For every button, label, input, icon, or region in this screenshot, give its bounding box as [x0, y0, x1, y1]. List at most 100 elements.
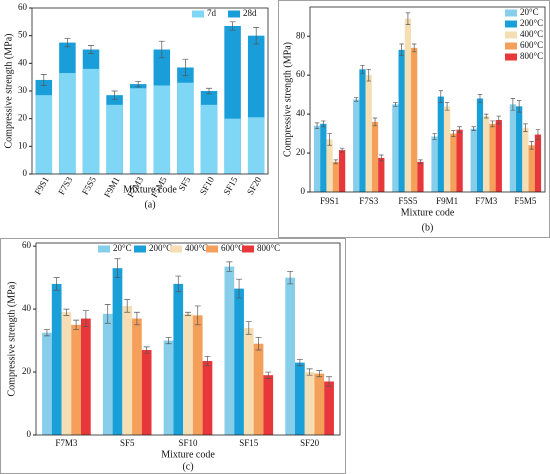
error-bar — [245, 321, 252, 335]
x-tick-label: F7S3 — [359, 196, 379, 206]
x-tick-label: SF15 — [239, 438, 259, 448]
error-bar — [477, 94, 483, 103]
error-bar — [63, 308, 70, 316]
legend-swatch — [206, 245, 218, 253]
x-tick-label: SF5 — [120, 438, 135, 448]
y-tick-label: 0 — [27, 429, 32, 439]
error-bar — [265, 371, 272, 379]
bar — [129, 88, 147, 174]
bar — [247, 117, 265, 174]
bar — [534, 134, 542, 192]
error-bar — [194, 305, 201, 326]
y-tick-label: 0 — [23, 168, 28, 178]
error-bar — [124, 299, 131, 313]
legend-swatch — [505, 9, 517, 17]
bar — [200, 104, 218, 174]
legend-label: 20°C — [520, 7, 539, 17]
bar — [398, 49, 405, 193]
bar — [365, 75, 372, 192]
bar — [450, 133, 457, 192]
x-tick-label: F9M1 — [102, 175, 122, 199]
error-bar — [229, 21, 236, 31]
x-tick-label: F5M5 — [514, 196, 537, 206]
bar — [456, 129, 463, 192]
error-bar — [354, 97, 359, 102]
error-bar — [327, 133, 332, 146]
x-tick-label: SF10 — [198, 175, 216, 197]
x-tick-label: SF20 — [245, 175, 263, 197]
legend-label: 400°C — [185, 243, 208, 253]
bar — [51, 283, 62, 435]
error-bar — [333, 159, 339, 165]
plot-frame — [31, 7, 269, 175]
error-bar — [405, 12, 411, 25]
y-tick-label: 40 — [18, 57, 28, 67]
error-bar — [457, 126, 462, 133]
legend-swatch — [242, 245, 254, 253]
y-tick-label: 60 — [296, 69, 306, 79]
plot-frame — [309, 6, 546, 193]
bar — [324, 381, 334, 435]
caption: (b) — [422, 222, 434, 233]
bar — [263, 375, 274, 435]
bar — [61, 312, 72, 435]
error-bar — [226, 261, 233, 272]
bar — [417, 161, 424, 192]
bar — [106, 104, 123, 174]
y-tick-label: 20 — [18, 113, 28, 123]
bar — [314, 373, 325, 435]
bar — [177, 82, 194, 174]
bar — [359, 69, 366, 192]
bar — [192, 315, 203, 435]
error-bar — [496, 115, 501, 125]
bar — [102, 313, 113, 435]
error-bar — [360, 65, 365, 74]
bar — [476, 98, 484, 192]
legend-swatch — [192, 10, 204, 18]
error-bar — [53, 277, 60, 291]
legend-swatch — [505, 42, 517, 50]
bar — [332, 161, 339, 192]
x-tick-label: F9S1 — [33, 175, 51, 196]
x-tick-label: F9S1 — [320, 196, 339, 206]
legend-label: 600°C — [520, 40, 543, 50]
legend-label: 400°C — [520, 29, 543, 39]
x-axis-label: Mixture code — [123, 184, 177, 195]
legend-swatch — [505, 20, 517, 28]
error-bar — [158, 40, 165, 59]
bar — [470, 128, 477, 192]
bar — [411, 47, 418, 192]
legend-swatch — [170, 245, 182, 253]
caption: (c) — [182, 461, 193, 472]
error-bar — [438, 90, 444, 103]
error-bar — [73, 319, 80, 330]
bar — [326, 139, 333, 192]
error-bar — [529, 141, 534, 150]
legend-swatch — [505, 53, 517, 61]
bar — [285, 277, 296, 435]
error-bar — [451, 130, 456, 137]
legend-label: 28d — [243, 8, 257, 18]
bar — [59, 73, 76, 174]
bar — [338, 150, 346, 192]
bar — [404, 18, 412, 193]
legend-label: 7d — [207, 8, 217, 18]
y-tick-label: 40 — [22, 303, 32, 313]
y-tick-label: 30 — [18, 85, 28, 95]
x-tick-label: SF10 — [178, 438, 198, 448]
bar — [320, 123, 327, 192]
bar — [71, 324, 81, 435]
bar — [509, 104, 517, 192]
legend-label: 200°C — [520, 18, 543, 28]
bar — [153, 85, 171, 174]
error-bar — [296, 359, 303, 367]
error-bar — [165, 337, 172, 345]
legend-label: 600°C — [221, 243, 244, 253]
bar — [353, 99, 360, 192]
bar — [489, 123, 496, 192]
error-bar — [253, 27, 260, 45]
x-tick-label: F7S3 — [56, 175, 74, 197]
bar — [173, 283, 184, 435]
error-bar — [372, 117, 378, 127]
